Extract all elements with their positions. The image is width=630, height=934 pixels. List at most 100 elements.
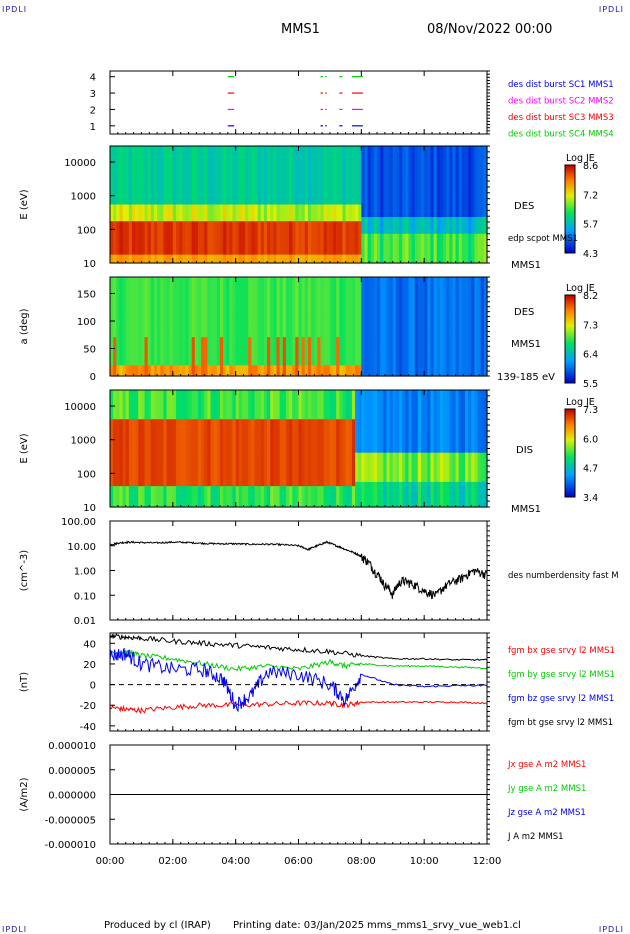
heatmap-cell-p3: [254, 305, 259, 310]
heatmap-cell-p3: [141, 347, 146, 352]
heatmap-cell-p2: [241, 158, 246, 164]
heatmap-cell-p3: [191, 287, 196, 292]
heatmap-cell-p2: [273, 229, 278, 235]
heatmap-cell-p3: [160, 277, 165, 282]
heatmap-cell-p2: [241, 166, 246, 172]
heatmap-cell-p2: [364, 217, 369, 222]
heatmap-cell-p2: [163, 212, 168, 218]
heatmap-cell-p3: [179, 294, 183, 299]
heatmap-cell-p2: [373, 187, 378, 193]
heatmap-cell-p3: [210, 315, 215, 321]
heatmap-cell-p2: [279, 166, 284, 172]
heatmap-cell-p2: [260, 158, 265, 164]
heatmap-cell-p3: [119, 361, 124, 366]
heatmap-cell-p2: [210, 250, 215, 256]
heatmap-cell-p2: [307, 187, 312, 193]
heatmap-cell-p2: [373, 208, 378, 214]
heatmap-cell-p3: [188, 372, 193, 377]
heatmap-cell-p3: [191, 284, 196, 289]
heatmap-cell-p2: [219, 200, 224, 206]
heatmap-cell-p3: [169, 301, 174, 306]
heatmap-cell-p3: [147, 358, 152, 363]
heatmap-cell-p2: [279, 217, 284, 222]
heatmap-cell-p2: [377, 146, 381, 151]
heatmap-cell-p2: [417, 150, 422, 155]
heatmap-cell-p2: [446, 237, 450, 243]
heatmap-cell-p2: [229, 191, 234, 197]
heatmap-cell-p2: [141, 175, 146, 181]
heatmap-cell-p2: [480, 208, 485, 214]
heatmap-cell-p2: [317, 183, 322, 189]
heatmap-cell-p3: [241, 294, 246, 299]
heatmap-cell-p2: [197, 158, 202, 164]
heatmap-cell-p2: [477, 154, 482, 160]
heatmap-cell-p2: [254, 150, 259, 155]
heatmap-cell-p3: [188, 315, 193, 321]
heatmap-cell-p3: [251, 372, 256, 377]
heatmap-cell-p2: [270, 158, 274, 164]
heatmap-cell-p2: [219, 233, 224, 239]
heatmap-cell-p2: [458, 208, 463, 214]
heatmap-cell-p2: [323, 191, 328, 197]
heatmap-cell-p2: [116, 179, 121, 185]
heatmap-cell-p2: [399, 242, 403, 247]
heatmap-cell-p2: [188, 146, 193, 151]
heatmap-cell-p3: [226, 294, 230, 299]
heatmap-cell-p2: [223, 237, 227, 243]
heatmap-cell-p2: [452, 208, 457, 214]
heatmap-cell-p2: [201, 171, 205, 176]
heatmap-cell-p3: [263, 298, 268, 303]
heatmap-cell-p2: [361, 221, 366, 226]
heatmap-cell-p2: [458, 171, 463, 176]
heatmap-cell-p3: [153, 312, 158, 317]
heatmap-cell-p3: [210, 298, 215, 303]
heatmap-cell-p3: [232, 344, 237, 349]
heatmap-cell-p2: [465, 229, 469, 235]
heatmap-cell-p2: [364, 162, 369, 168]
heatmap-cell-p3: [153, 301, 158, 306]
heatmap-cell-p3: [263, 284, 268, 289]
heatmap-cell-p3: [235, 305, 240, 310]
heatmap-cell-p2: [408, 166, 413, 172]
heatmap-cell-p3: [160, 337, 165, 342]
heatmap-cell-p2: [329, 204, 334, 210]
heatmap-cell-p2: [273, 242, 278, 247]
heatmap-cell-p2: [452, 158, 457, 164]
heatmap-cell-p2: [257, 196, 262, 201]
heatmap-cell-p3: [141, 294, 146, 299]
heatmap-cell-p3: [289, 322, 293, 328]
heatmap-cell-p3: [267, 351, 271, 356]
heatmap-cell-p2: [380, 158, 384, 164]
heatmap-cell-p2: [282, 229, 287, 235]
heatmap-cell-p2: [219, 229, 224, 235]
heatmap-cell-p3: [160, 298, 165, 303]
heatmap-cell-p3: [276, 347, 281, 352]
heatmap-cell-p2: [204, 183, 208, 189]
heatmap-cell-p2: [163, 200, 168, 206]
heatmap-cell-p2: [421, 258, 425, 264]
heatmap-cell-p3: [257, 368, 262, 374]
heatmap-cell-p2: [333, 200, 337, 206]
heatmap-cell-p2: [443, 233, 447, 239]
heatmap-cell-p3: [270, 322, 274, 328]
heatmap-cell-p2: [399, 183, 403, 189]
heatmap-cell-p2: [263, 258, 268, 264]
heatmap-cell-p2: [417, 162, 422, 168]
heatmap-cell-p2: [179, 196, 183, 201]
heatmap-cell-p2: [326, 229, 331, 235]
heatmap-cell-p2: [414, 242, 419, 247]
heatmap-cell-p2: [333, 217, 337, 222]
heatmap-cell-p2: [439, 246, 444, 252]
heatmap-cell-p2: [257, 175, 262, 181]
heatmap-cell-p2: [210, 187, 215, 193]
heatmap-cell-p2: [204, 208, 208, 214]
heatmap-cell-p2: [144, 204, 149, 210]
heatmap-cell-p2: [175, 254, 180, 260]
heatmap-cell-p2: [144, 166, 149, 172]
heatmap-cell-p2: [455, 146, 460, 151]
heatmap-cell-p3: [241, 347, 246, 352]
heatmap-cell-p3: [201, 287, 205, 292]
heatmap-cell-p2: [333, 166, 337, 172]
heatmap-cell-p2: [295, 208, 300, 214]
heatmap-cell-p3: [191, 326, 196, 331]
